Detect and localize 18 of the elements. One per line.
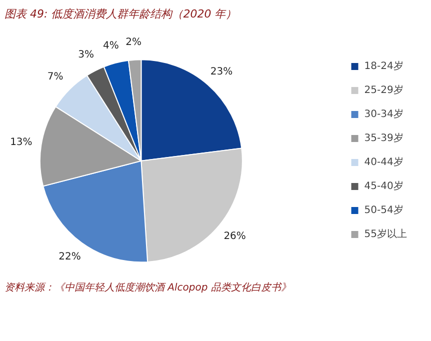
data-label: 26% — [224, 231, 246, 242]
legend-label: 25-29岁 — [364, 84, 404, 97]
data-label: 13% — [10, 136, 32, 148]
data-label: 4% — [103, 40, 119, 52]
chart-title: 图表 49: 低度酒消费人群年龄结构（2020 年） — [4, 8, 237, 20]
legend-label: 35-39岁 — [364, 132, 404, 145]
legend-label: 40-44岁 — [364, 156, 404, 169]
legend-label: 55岁以上 — [364, 228, 407, 241]
data-label: 23% — [210, 66, 233, 78]
data-label: 2% — [126, 36, 142, 48]
legend-label: 45-40岁 — [364, 180, 404, 193]
legend-label: 50-54岁 — [364, 204, 404, 217]
legend-label: 30-34岁 — [364, 108, 404, 121]
data-label: 3% — [78, 50, 94, 61]
legend-label: 18-24岁 — [364, 60, 404, 73]
text: 资料来源：《中国年轻人低度潮饮酒 Alcopop 品类文化白皮书》 — [4, 282, 291, 294]
data-label: 7% — [47, 71, 64, 82]
data-label: 22% — [58, 251, 81, 262]
